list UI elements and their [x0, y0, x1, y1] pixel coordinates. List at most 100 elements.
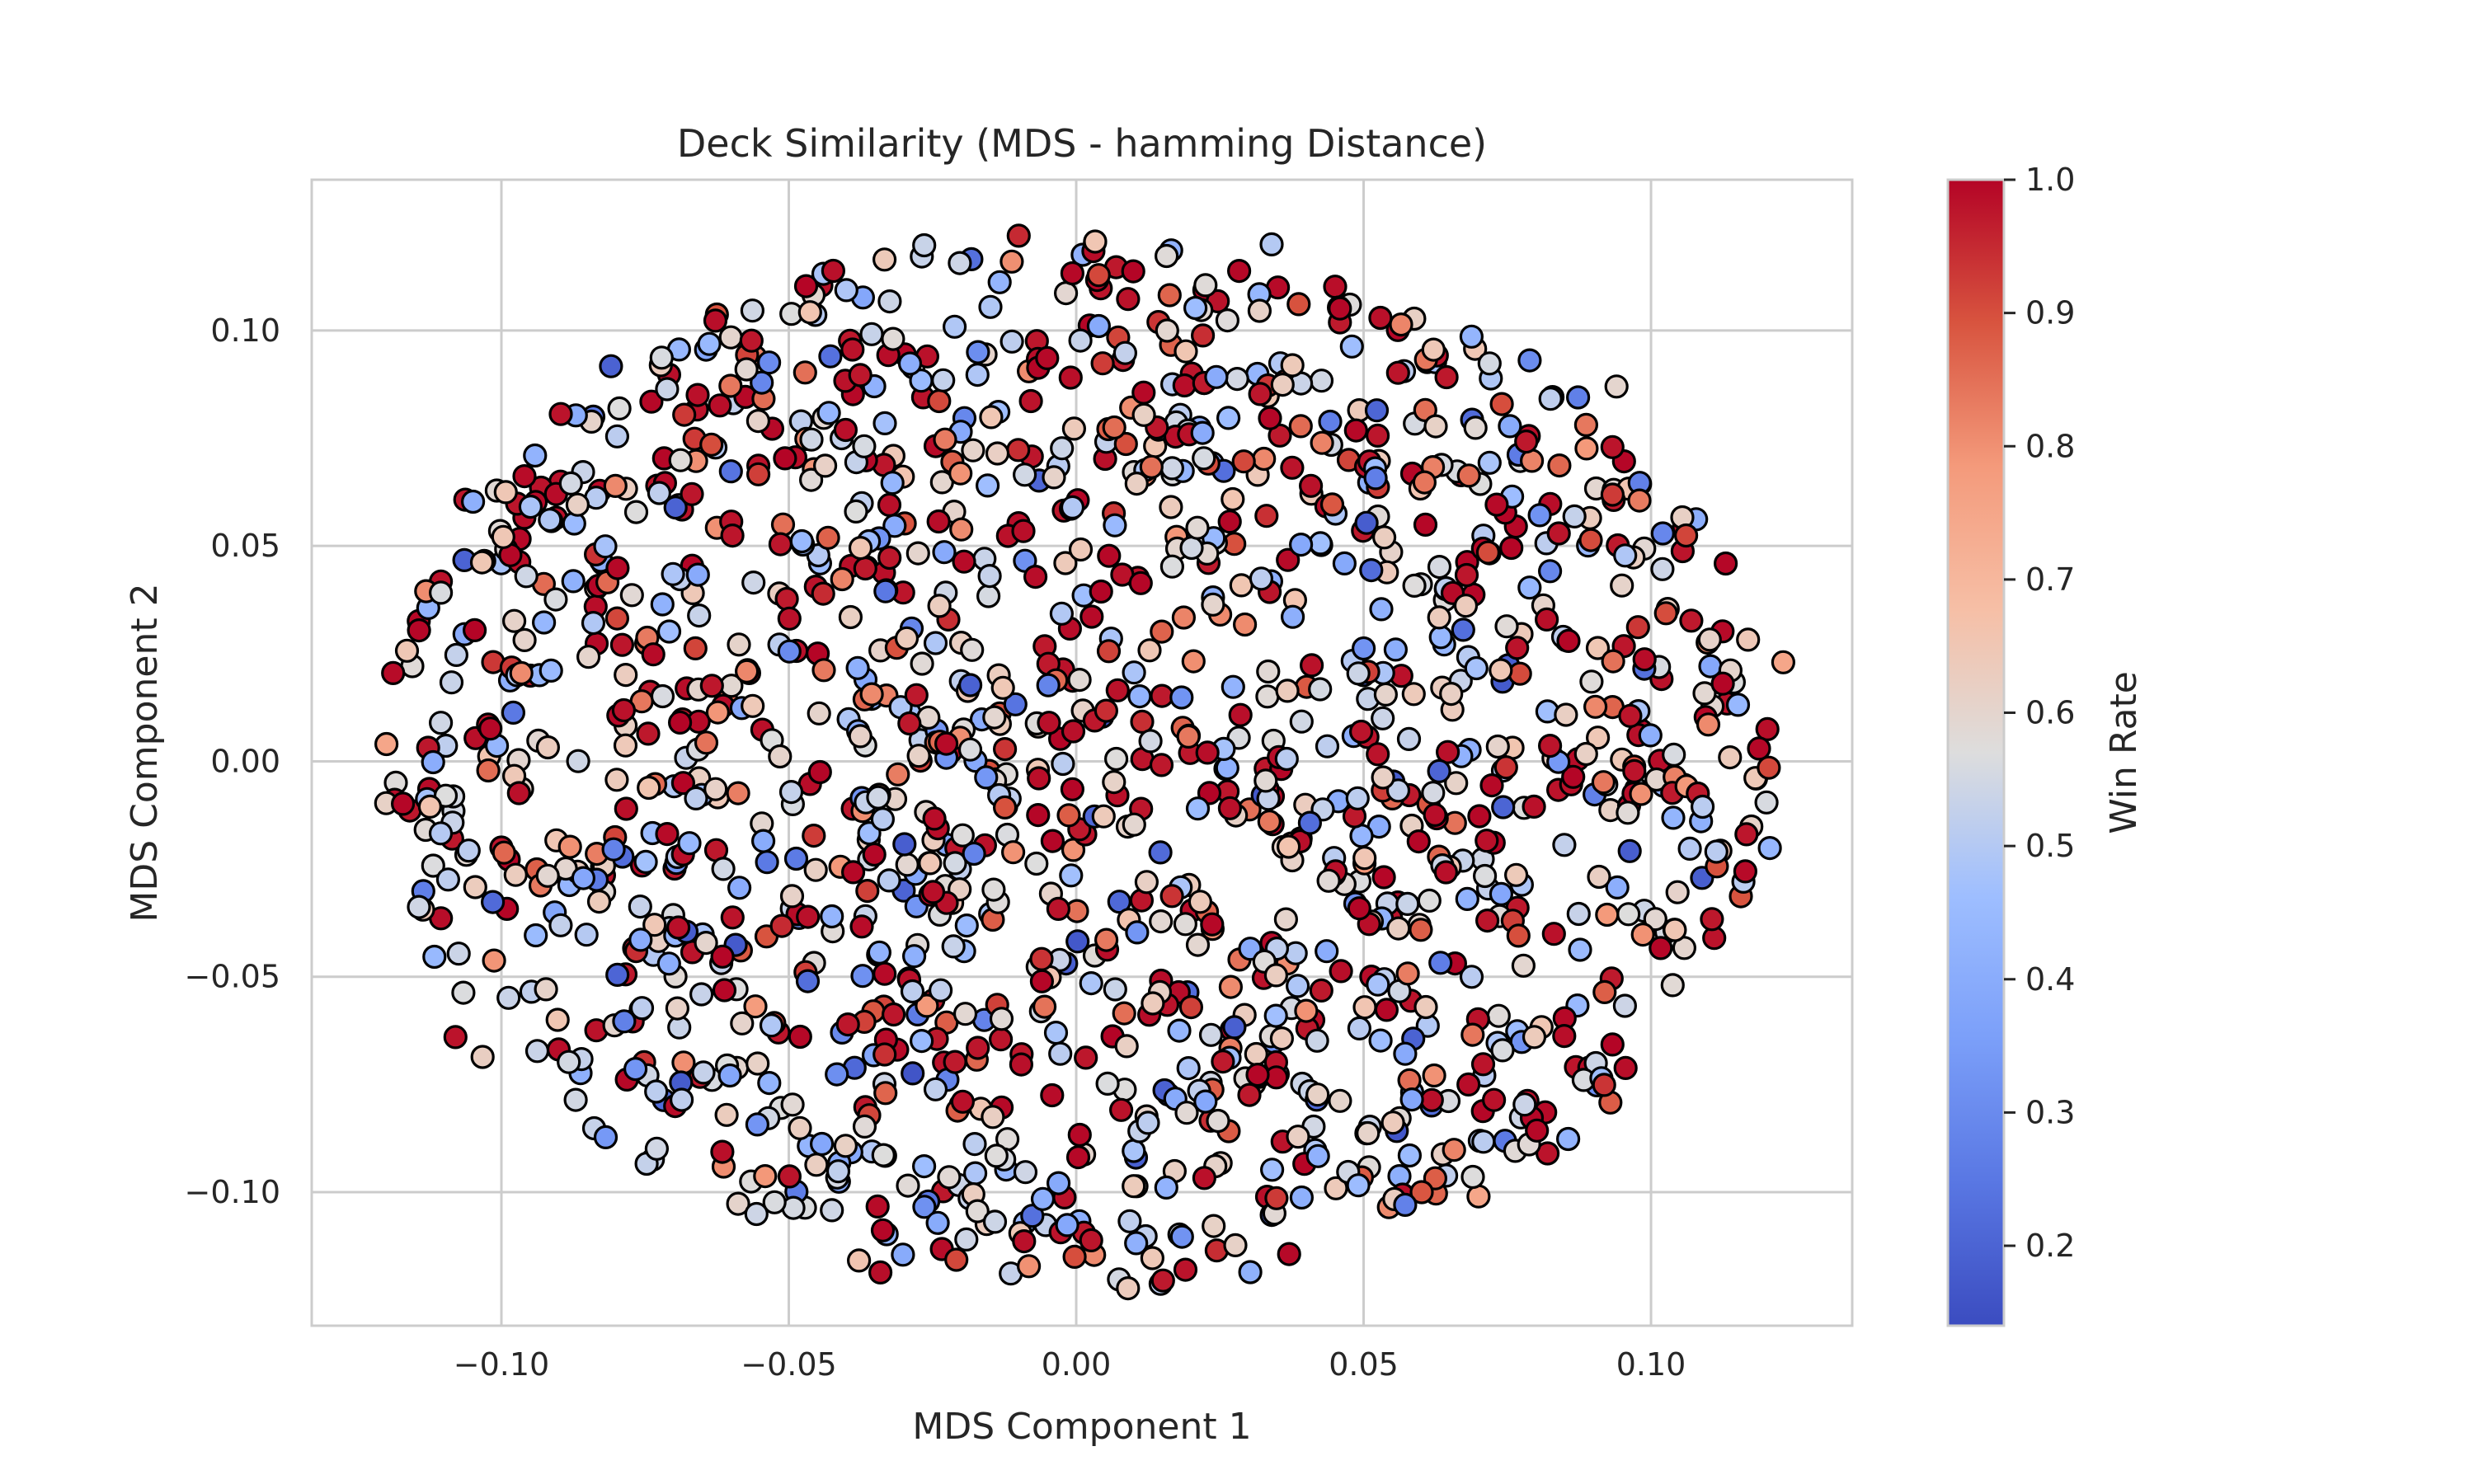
data-point	[1113, 431, 1138, 457]
data-point	[1157, 283, 1182, 308]
data-point	[1056, 803, 1081, 828]
data-point	[1264, 1186, 1289, 1210]
data-point	[710, 944, 735, 969]
data-point	[1095, 1071, 1120, 1097]
data-point	[1094, 698, 1119, 723]
data-point	[1573, 741, 1598, 767]
data-point	[726, 781, 750, 805]
data-point	[1511, 953, 1536, 978]
data-point	[1223, 1233, 1248, 1258]
data-point	[1248, 382, 1272, 406]
data-point	[512, 463, 537, 489]
data-point	[1517, 575, 1542, 600]
y-tick-label: 0.00	[210, 743, 280, 779]
data-point	[999, 249, 1024, 274]
data-point	[628, 928, 653, 952]
data-point	[1051, 751, 1075, 777]
data-point	[1365, 423, 1390, 448]
data-point	[683, 636, 708, 661]
data-point	[807, 759, 832, 785]
data-point	[1583, 694, 1608, 719]
data-point	[1245, 1062, 1270, 1087]
data-point	[456, 838, 481, 863]
data-point	[435, 867, 461, 892]
data-point	[975, 473, 1000, 498]
data-point	[753, 1163, 778, 1189]
data-point	[703, 308, 728, 333]
data-point	[1270, 373, 1295, 397]
data-point	[1074, 1045, 1098, 1070]
data-point	[1035, 345, 1060, 370]
data-point	[1616, 902, 1641, 927]
data-point	[1269, 1026, 1295, 1051]
data-point	[944, 1247, 969, 1272]
data-point	[605, 962, 630, 988]
data-point	[1280, 455, 1305, 480]
data-point	[1409, 1180, 1434, 1205]
data-point	[1347, 1016, 1372, 1041]
data-point	[1328, 296, 1352, 321]
data-point	[1368, 305, 1393, 331]
data-point	[1016, 1254, 1042, 1279]
data-point	[727, 632, 751, 657]
data-point	[1298, 473, 1324, 498]
data-point	[656, 951, 681, 976]
x-tick-label: 0.00	[1042, 1346, 1112, 1383]
data-point	[1673, 523, 1699, 548]
data-point	[1585, 636, 1611, 660]
y-tick-label: −0.10	[185, 1174, 280, 1210]
data-point	[639, 389, 664, 414]
data-point	[593, 534, 618, 559]
data-point	[1423, 802, 1447, 828]
data-point	[381, 660, 406, 686]
data-point	[741, 570, 766, 595]
data-point	[1040, 1082, 1065, 1108]
data-point	[1309, 978, 1333, 1003]
data-point	[788, 1115, 812, 1140]
data-point	[1237, 1082, 1262, 1107]
data-point	[1444, 771, 1469, 796]
data-point	[669, 1087, 694, 1112]
data-point	[1000, 840, 1026, 865]
data-point	[1395, 961, 1420, 986]
data-point	[1029, 969, 1055, 993]
data-point	[1649, 936, 1673, 960]
data-point	[1592, 1073, 1616, 1097]
data-point	[1665, 880, 1690, 904]
data-point	[744, 1201, 769, 1227]
data-point	[1050, 436, 1075, 461]
data-point	[1159, 884, 1184, 909]
data-point	[1259, 1158, 1285, 1182]
data-point	[1547, 453, 1572, 478]
data-point	[910, 651, 934, 676]
data-point	[1215, 755, 1239, 781]
data-point	[1396, 726, 1422, 752]
data-point	[811, 581, 835, 606]
data-point	[1102, 769, 1126, 795]
data-point	[868, 1260, 893, 1285]
data-point	[1193, 273, 1218, 298]
data-point	[1413, 512, 1438, 538]
data-point	[1067, 1122, 1092, 1148]
data-point	[1305, 1028, 1329, 1053]
data-point	[428, 711, 454, 735]
data-point	[1419, 1087, 1444, 1112]
data-point	[1395, 891, 1420, 917]
data-point	[1349, 824, 1374, 848]
data-point	[694, 930, 718, 956]
data-point	[820, 904, 844, 929]
data-point	[809, 1131, 835, 1157]
data-point	[880, 471, 905, 495]
data-point	[417, 794, 443, 819]
data-point	[1178, 994, 1204, 1020]
data-point	[407, 618, 431, 643]
data-point	[1348, 719, 1374, 744]
data-point	[636, 721, 661, 746]
data-point	[1169, 1224, 1194, 1249]
data-point	[1522, 794, 1546, 819]
data-point	[667, 710, 693, 735]
data-point	[798, 467, 824, 492]
data-point	[535, 863, 560, 888]
data-point	[1757, 755, 1781, 780]
data-point	[1136, 1111, 1160, 1135]
